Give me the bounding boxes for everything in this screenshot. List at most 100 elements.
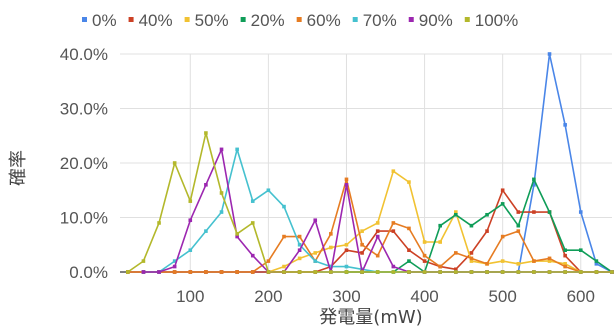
series-7 xyxy=(126,131,614,274)
x-tick-label: 600 xyxy=(567,287,595,306)
data-point xyxy=(297,242,302,247)
data-point xyxy=(547,270,552,274)
legend-item: 40% xyxy=(128,11,173,30)
series-layer xyxy=(126,52,614,274)
data-point xyxy=(297,234,302,239)
data-point xyxy=(454,212,458,217)
data-point xyxy=(438,270,442,274)
y-tick-label: 0.0% xyxy=(69,263,108,282)
data-point xyxy=(532,183,536,187)
data-point xyxy=(563,253,567,258)
data-point xyxy=(407,259,411,263)
data-point xyxy=(188,199,193,203)
data-point xyxy=(532,210,536,214)
data-point xyxy=(266,270,271,274)
data-point xyxy=(469,256,474,261)
data-point xyxy=(563,123,567,127)
data-point xyxy=(469,270,474,274)
data-point xyxy=(250,221,255,225)
data-point xyxy=(360,270,364,274)
legend-label: 20% xyxy=(251,11,285,30)
legend-swatch xyxy=(82,17,87,22)
x-axis-ticks: 100 200 300 400 500 600 xyxy=(176,287,595,306)
data-point xyxy=(391,221,396,225)
legend: 0% 40% 50% 20% 60% 70% 90% 100% xyxy=(82,11,518,30)
series-line xyxy=(127,132,612,273)
data-point xyxy=(516,270,521,274)
data-point xyxy=(172,259,177,263)
y-tick-label: 10.0% xyxy=(60,209,108,228)
data-point xyxy=(250,199,255,203)
data-point xyxy=(282,234,286,239)
x-tick-label: 500 xyxy=(488,287,516,306)
data-point xyxy=(157,221,161,225)
x-tick-label: 200 xyxy=(254,287,282,306)
data-point xyxy=(485,212,489,217)
data-point xyxy=(360,242,364,247)
data-point xyxy=(204,229,208,233)
data-point xyxy=(485,262,489,266)
data-point xyxy=(516,262,521,266)
data-point xyxy=(532,259,536,263)
data-point xyxy=(172,264,177,269)
data-point xyxy=(407,270,411,274)
data-point xyxy=(172,161,177,165)
data-point xyxy=(250,253,255,258)
series-line xyxy=(127,178,612,273)
data-point xyxy=(344,242,349,247)
data-point xyxy=(250,270,255,274)
data-point xyxy=(360,229,364,233)
data-point xyxy=(438,223,442,228)
data-point xyxy=(563,262,567,266)
data-point xyxy=(438,240,442,244)
data-point xyxy=(219,147,224,152)
data-point xyxy=(313,270,318,274)
legend-swatch xyxy=(240,17,246,22)
data-point xyxy=(422,240,427,244)
data-point xyxy=(313,218,318,223)
data-point xyxy=(500,188,505,193)
data-point xyxy=(204,270,208,274)
data-point xyxy=(454,251,458,255)
data-point xyxy=(204,183,208,187)
legend-label: 100% xyxy=(475,11,518,30)
data-point xyxy=(532,177,536,182)
data-point xyxy=(282,270,286,274)
data-point xyxy=(157,270,161,274)
data-point xyxy=(547,210,552,214)
data-point xyxy=(407,180,411,184)
series-line xyxy=(143,148,612,273)
data-point xyxy=(313,259,318,263)
data-point xyxy=(391,270,396,274)
data-point xyxy=(375,229,380,233)
data-point xyxy=(454,210,458,214)
legend-label: 50% xyxy=(195,11,229,30)
data-point xyxy=(485,270,489,274)
legend-item: 50% xyxy=(184,11,229,30)
data-point xyxy=(454,270,458,274)
data-point xyxy=(532,270,536,274)
data-point xyxy=(469,251,474,255)
data-point xyxy=(563,270,567,274)
data-point xyxy=(313,251,318,255)
data-point xyxy=(469,223,474,228)
data-point xyxy=(235,232,239,236)
series-3 xyxy=(344,177,614,274)
data-point xyxy=(594,259,599,263)
data-point xyxy=(344,183,349,187)
data-point xyxy=(282,264,286,269)
data-point xyxy=(329,270,333,274)
data-point xyxy=(469,259,474,263)
legend-item: 100% xyxy=(464,11,518,30)
data-point xyxy=(172,270,177,274)
data-point xyxy=(375,270,380,274)
y-tick-label: 20.0% xyxy=(60,154,108,173)
data-point xyxy=(422,253,427,258)
data-point xyxy=(266,188,271,193)
data-point xyxy=(375,253,380,258)
data-point xyxy=(204,131,208,135)
data-point xyxy=(407,226,411,231)
data-point xyxy=(454,267,458,272)
data-point xyxy=(344,264,349,269)
x-tick-label: 100 xyxy=(176,287,204,306)
